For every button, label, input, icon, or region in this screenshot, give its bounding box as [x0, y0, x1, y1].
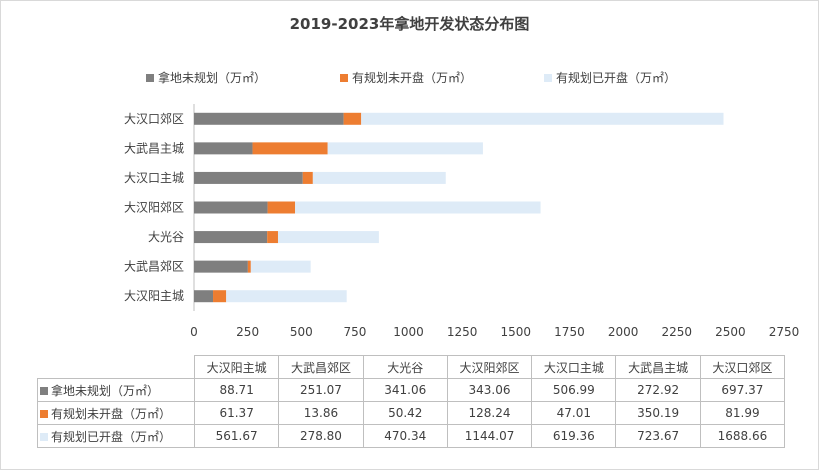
table-row-header: 有规划未开盘（万㎡）	[37, 401, 195, 425]
table-cell: 50.42	[362, 401, 448, 425]
x-tick-label: 2000	[608, 325, 639, 339]
x-tick-label: 2500	[715, 325, 746, 339]
bar-segment-series1	[194, 171, 303, 184]
table-cell: 350.19	[615, 401, 701, 425]
table-cell: 561.67	[193, 424, 280, 448]
bar-segment-series2	[343, 112, 362, 125]
category-label: 大武昌郊区	[124, 260, 184, 274]
table-cell: 723.67	[615, 424, 701, 448]
category-label: 大光谷	[148, 230, 184, 244]
legend-swatch	[544, 73, 552, 82]
legend-item: 有规划已开盘（万㎡）	[544, 69, 676, 86]
table-cell: 272.92	[615, 378, 701, 402]
table-column-header: 大汉口郊区	[699, 355, 786, 379]
bar-segment-series2	[267, 201, 296, 214]
table-cell: 278.80	[278, 424, 364, 448]
table-cell: 343.06	[446, 378, 533, 402]
table-cell: 470.34	[362, 424, 448, 448]
x-tick-label: 750	[343, 325, 366, 339]
x-tick-label: 1500	[501, 325, 532, 339]
table-cell: 619.36	[531, 424, 617, 448]
bar-segment-series1	[194, 260, 248, 273]
table-column-header: 大汉阳郊区	[446, 355, 533, 379]
category-label: 大汉阳郊区	[124, 201, 184, 215]
x-tick-label: 0	[190, 325, 198, 339]
table-cell: 13.86	[278, 401, 364, 425]
legend-label: 拿地未规划（万㎡）	[158, 71, 267, 85]
bar-segment-series2	[302, 171, 313, 184]
table-row: 有规划未开盘（万㎡） 61.37 13.86 50.42 128.24 47.01 350.…	[37, 401, 786, 425]
bar-segment-series2	[252, 142, 328, 155]
table-column-header: 大汉阳主城	[193, 355, 280, 379]
legend-label: 有规划已开盘（万㎡）	[556, 71, 677, 85]
x-tick-label: 1000	[393, 325, 424, 339]
table-column-header: 大汉口主城	[531, 355, 617, 379]
bar-segment-series1	[194, 231, 268, 244]
bar-segment-series1	[194, 290, 214, 303]
legend: 拿地未规划（万㎡） 有规划未开盘（万㎡） 有规划已开盘（万㎡）	[0, 69, 819, 85]
bar-segment-series3	[361, 112, 724, 125]
x-tick-label: 2750	[769, 325, 800, 339]
table-cell: 81.99	[699, 401, 786, 425]
table-column-header: 大武昌郊区	[278, 355, 364, 379]
table-column-header: 大武昌主城	[615, 355, 701, 379]
chart-title: 2019-2023年拿地开发状态分布图	[289, 15, 530, 33]
table-header-row: 大汉阳主城 大武昌郊区 大光谷 大汉阳郊区 大汉口主城 大武昌主城 大汉口郊区	[37, 355, 786, 379]
table-legend-swatch	[40, 387, 48, 395]
table-corner	[37, 355, 195, 379]
bar-segment-series3	[327, 142, 483, 155]
bar-segment-series3	[295, 201, 541, 214]
bar-segment-series2	[213, 290, 227, 303]
bar-segment-series3	[277, 231, 379, 244]
category-label: 大汉阳主城	[124, 289, 184, 303]
category-label: 大汉口郊区	[124, 112, 184, 126]
legend-swatch	[146, 73, 154, 82]
legend-item: 有规划未开盘（万㎡）	[340, 69, 472, 86]
bar-segment-series2	[267, 231, 278, 244]
bar-segment-series1	[194, 112, 344, 125]
x-tick-label: 500	[290, 325, 313, 339]
x-tick-label: 1250	[447, 325, 478, 339]
data-table: 大汉阳主城 大武昌郊区 大光谷 大汉阳郊区 大汉口主城 大武昌主城 大汉口郊区 拿地未规划（万…	[37, 355, 786, 448]
bar-segment-series3	[226, 290, 347, 303]
table-legend-swatch	[40, 410, 48, 418]
x-tick-label: 250	[236, 325, 259, 339]
table-cell: 506.99	[531, 378, 617, 402]
table-cell: 1688.66	[699, 424, 786, 448]
table-cell: 47.01	[531, 401, 617, 425]
table-cell: 697.37	[699, 378, 786, 402]
table-legend-swatch	[40, 433, 48, 441]
table-row-label: 有规划未开盘（万㎡）	[51, 406, 172, 421]
bar-segment-series3	[250, 260, 311, 273]
table-cell: 1144.07	[446, 424, 533, 448]
bar-segment-series1	[194, 142, 253, 155]
table-row-header: 有规划已开盘（万㎡）	[37, 424, 195, 448]
table-cell: 88.71	[193, 378, 280, 402]
table-cell: 341.06	[362, 378, 448, 402]
category-label: 大武昌主城	[124, 141, 184, 155]
table-row-header: 拿地未规划（万㎡）	[37, 378, 195, 402]
legend-label: 有规划未开盘（万㎡）	[352, 71, 473, 85]
x-tick-label: 2250	[661, 325, 692, 339]
table-row-label: 有规划已开盘（万㎡）	[51, 429, 172, 444]
x-tick-label: 1750	[554, 325, 585, 339]
table-cell: 251.07	[278, 378, 364, 402]
table-cell: 128.24	[446, 401, 533, 425]
table-row: 有规划已开盘（万㎡） 561.67 278.80 470.34 1144.07 619.3…	[37, 424, 786, 448]
table-row-label: 拿地未规划（万㎡）	[51, 383, 160, 398]
legend-item: 拿地未规划（万㎡）	[146, 69, 266, 86]
table-row: 拿地未规划（万㎡） 88.71 251.07 341.06 343.06 506.99 27…	[37, 378, 786, 402]
legend-swatch	[340, 73, 348, 82]
table-column-header: 大光谷	[362, 355, 448, 379]
bar-segment-series3	[312, 171, 446, 184]
bar-segment-series1	[194, 201, 268, 214]
table-cell: 61.37	[193, 401, 280, 425]
bar-segment-series2	[247, 260, 251, 273]
category-label: 大汉口主城	[124, 171, 184, 185]
